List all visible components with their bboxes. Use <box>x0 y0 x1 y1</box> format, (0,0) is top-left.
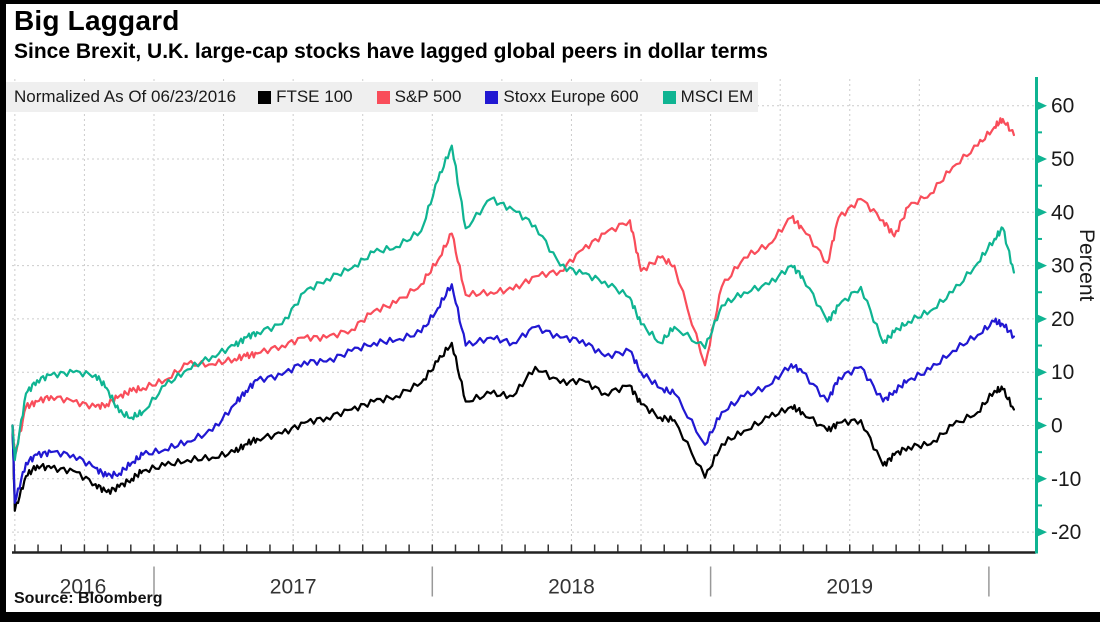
legend-bar: Normalized As Of 06/23/2016 FTSE 100 S&P… <box>6 82 758 112</box>
svg-text:0: 0 <box>1051 415 1063 438</box>
legend-label: Stoxx Europe 600 <box>503 87 639 106</box>
svg-text:2019: 2019 <box>826 576 873 599</box>
svg-text:-10: -10 <box>1051 468 1081 491</box>
legend-item-stoxx: Stoxx Europe 600 <box>485 87 639 107</box>
svg-text:2016: 2016 <box>60 576 107 599</box>
svg-text:-20: -20 <box>1051 521 1081 544</box>
legend-item-ftse: FTSE 100 <box>258 87 353 107</box>
stoxx-swatch-icon <box>485 90 499 104</box>
legend-note: Normalized As Of 06/23/2016 <box>14 87 237 106</box>
svg-text:20: 20 <box>1051 308 1074 331</box>
svg-text:30: 30 <box>1051 255 1074 278</box>
svg-text:40: 40 <box>1051 201 1074 224</box>
legend-label: FTSE 100 <box>276 87 353 106</box>
svg-text:50: 50 <box>1051 148 1074 171</box>
msci-em-swatch-icon <box>662 90 676 104</box>
chart-canvas: 2016 2017 2018 2019 60 50 40 30 20 10 0 -10 -20 <box>11 77 1081 599</box>
svg-text:60: 60 <box>1051 95 1074 118</box>
svg-text:2017: 2017 <box>270 576 317 599</box>
sp500-swatch-icon <box>376 90 390 104</box>
y-axis-label: Percent <box>1075 229 1098 302</box>
svg-text:10: 10 <box>1051 361 1074 384</box>
legend-item-sp500: S&P 500 <box>376 87 462 107</box>
page-subtitle: Since Brexit, U.K. large-cap stocks have… <box>14 40 768 63</box>
legend-label: MSCI EM <box>680 87 754 106</box>
legend-label: S&P 500 <box>394 87 462 106</box>
source-text: Source: Bloomberg <box>14 590 163 607</box>
legend-item-msci-em: MSCI EM <box>662 87 754 107</box>
page-title: Big Laggard <box>14 5 180 36</box>
svg-text:2018: 2018 <box>548 576 595 599</box>
ftse-swatch-icon <box>258 90 272 104</box>
